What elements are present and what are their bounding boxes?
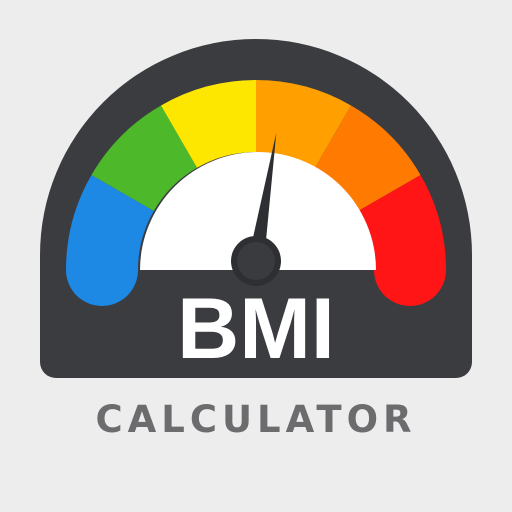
dial-face <box>140 152 376 270</box>
gauge-scale <box>66 80 446 306</box>
calculator-subtitle: CALCULATOR <box>95 398 417 441</box>
gauge-needle <box>248 132 277 263</box>
gauge-segment <box>315 105 421 211</box>
gauge-segment-cap <box>374 234 446 306</box>
needle-hub-highlight <box>237 242 275 280</box>
gauge-segment <box>161 80 256 168</box>
gauge-segment <box>256 80 351 168</box>
gauge-segment <box>91 105 197 211</box>
gauge-segment-cap <box>66 234 138 306</box>
bmi-title: BMI <box>177 281 335 377</box>
